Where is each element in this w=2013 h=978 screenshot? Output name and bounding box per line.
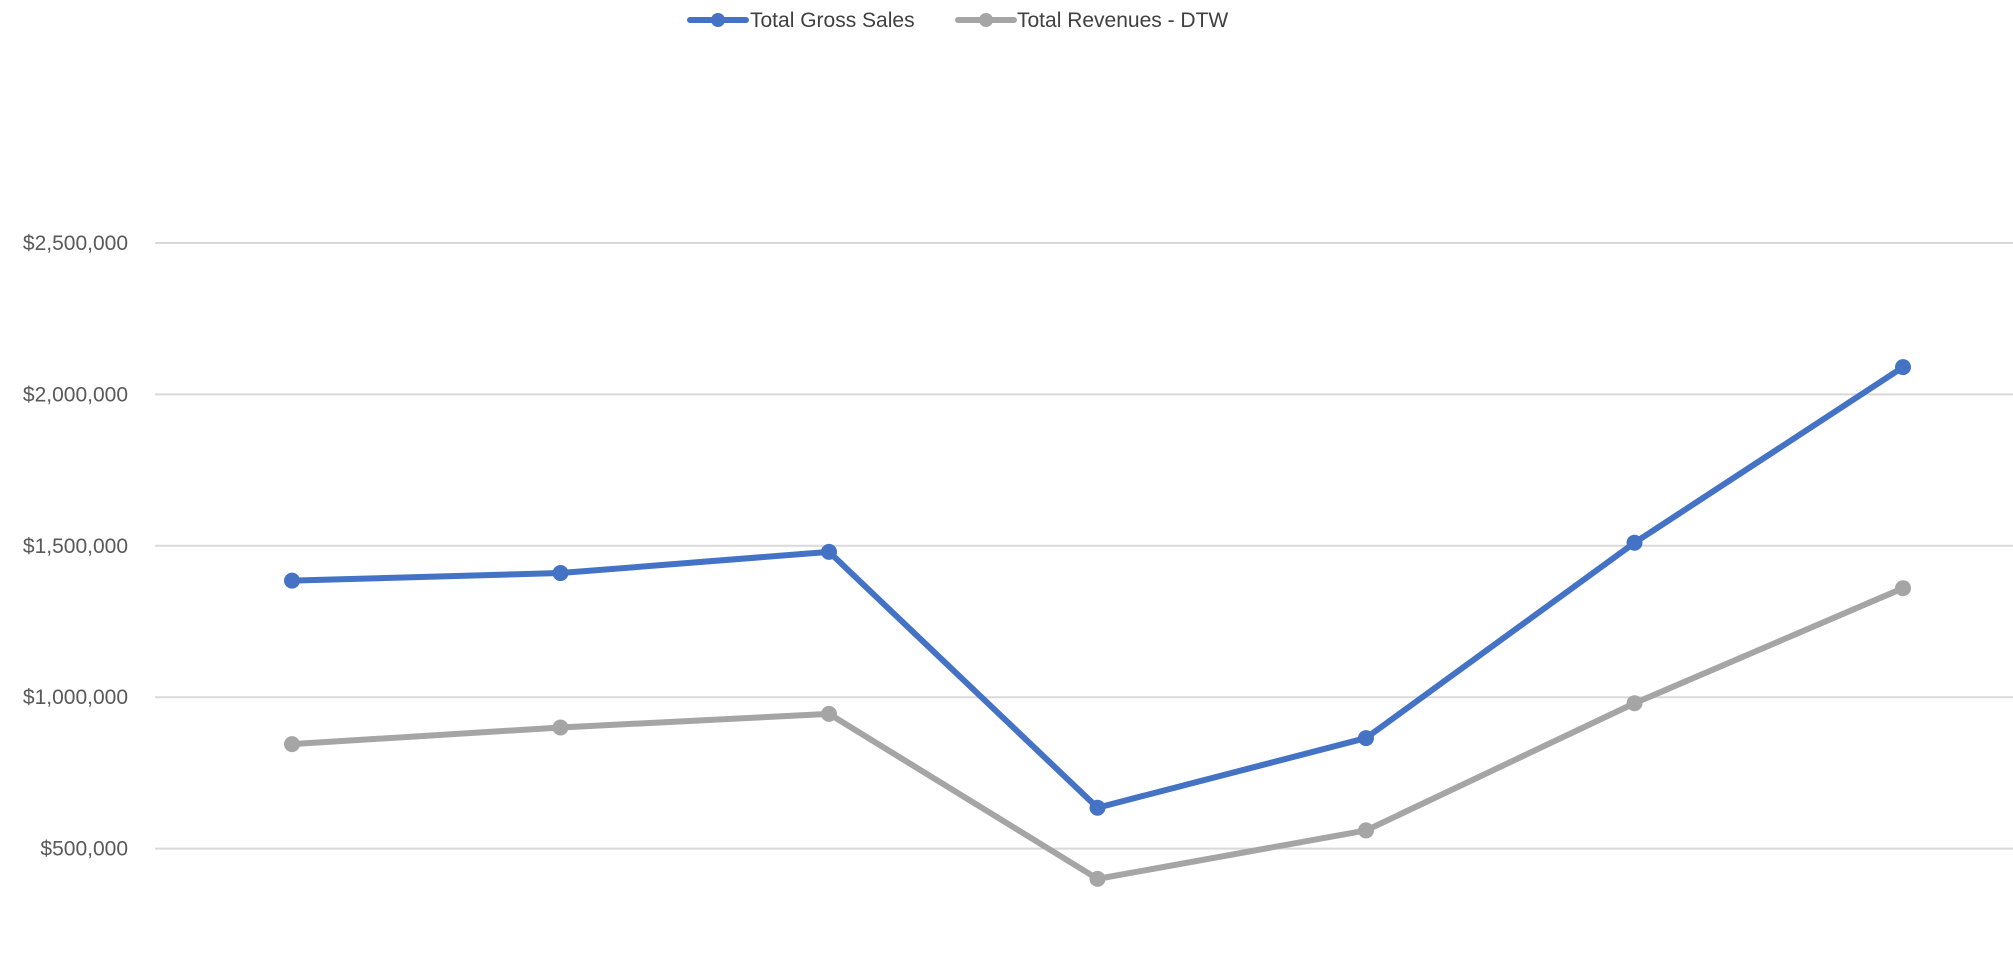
legend-label: Total Gross Sales	[750, 9, 915, 32]
gridlines	[155, 242, 2013, 850]
data-point	[1895, 580, 1911, 597]
series-line	[289, 585, 1906, 882]
data-point	[552, 565, 569, 582]
data-point	[1089, 870, 1106, 887]
data-point	[1626, 695, 1643, 712]
legend-swatch-marker	[979, 13, 993, 27]
data-point	[284, 736, 300, 753]
legend-item: Total Revenues - DTW	[955, 9, 1228, 32]
data-point	[552, 719, 569, 736]
y-tick-label: $500,000	[40, 838, 128, 861]
data-point	[1626, 534, 1643, 551]
series-lines	[284, 359, 1911, 887]
data-point	[1358, 730, 1374, 747]
data-point	[1895, 359, 1911, 376]
series-line	[289, 364, 1906, 811]
data-point	[821, 705, 837, 722]
data-point	[1358, 822, 1374, 839]
y-axis-tick-labels: $500,000 $1,000,000 $1,500,000 $2,000,000 $2…	[23, 232, 128, 861]
y-tick-label: $1,500,000	[23, 535, 128, 558]
legend-item: Total Gross Sales	[687, 9, 915, 32]
data-point	[821, 543, 837, 560]
legend-label: Total Revenues - DTW	[1017, 9, 1228, 32]
data-point	[1089, 799, 1106, 816]
y-tick-label: $1,000,000	[23, 686, 128, 709]
y-tick-label: $2,000,000	[23, 383, 128, 406]
legend: Total Gross Sales Total Revenues - DTW	[687, 9, 1228, 32]
y-tick-label: $2,500,000	[23, 232, 128, 255]
data-point	[284, 572, 300, 589]
legend-swatch-marker	[711, 13, 725, 27]
series-total-gross-sales	[284, 359, 1911, 816]
series-total-revenues-dtw	[284, 580, 1911, 887]
